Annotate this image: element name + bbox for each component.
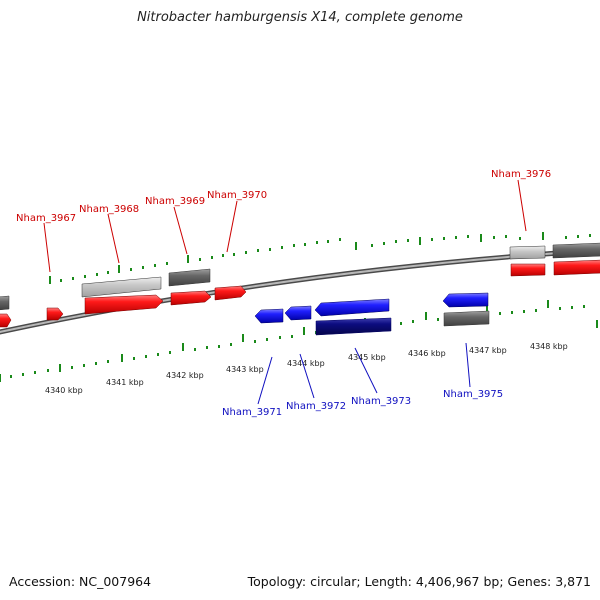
tick-label: 4348 kbp — [530, 342, 568, 351]
gene-arrow-forward[interactable] — [170, 290, 212, 306]
gene-label-reverse[interactable]: Nham_3971 — [222, 407, 282, 418]
feature-bar-dark[interactable] — [168, 268, 211, 287]
gene-arrow-forward[interactable] — [553, 259, 600, 276]
gene-arrow-reverse[interactable] — [284, 305, 312, 321]
gene-arrow-forward[interactable] — [46, 307, 64, 321]
tick-label: 4346 kbp — [408, 349, 446, 358]
feature-bar-dark[interactable] — [443, 310, 490, 327]
tick-label: 4341 kbp — [106, 378, 144, 387]
map-title: Nitrobacter hamburgensis X14, complete g… — [137, 10, 463, 25]
gene-arrow-forward[interactable] — [510, 263, 546, 277]
genome-summary-text: Topology: circular; Length: 4,406,967 bp… — [247, 574, 591, 589]
forward-tick-track — [49, 232, 591, 284]
accession-text: Accession: NC_007964 — [9, 574, 152, 589]
tick-label: 4347 kbp — [469, 346, 507, 355]
reverse-gene-labels: Nham_3971 Nham_3972 Nham_3973 Nham_3975 — [222, 342, 503, 418]
gene-label-forward[interactable]: Nham_3970 — [207, 190, 267, 201]
gene-label-reverse[interactable]: Nham_3972 — [286, 401, 346, 412]
forward-gene-labels: Nham_3967 Nham_3968 Nham_3969 Nham_3970 … — [16, 169, 551, 273]
gene-arrow-forward[interactable] — [0, 313, 12, 328]
gene-label-forward[interactable]: Nham_3967 — [16, 213, 76, 224]
tick-label: 4342 kbp — [166, 371, 204, 380]
kbp-axis-labels: 4340 kbp 4341 kbp 4342 kbp 4343 kbp 4344… — [45, 342, 568, 395]
forward-genes — [0, 259, 600, 328]
gene-label-forward[interactable]: Nham_3968 — [79, 204, 139, 215]
gene-arrow-reverse[interactable] — [442, 292, 489, 308]
reverse-genes — [254, 292, 489, 336]
gene-label-forward[interactable]: Nham_3969 — [145, 196, 205, 207]
tick-label: 4340 kbp — [45, 386, 83, 395]
gene-arrow-reverse[interactable] — [254, 308, 284, 324]
feature-bar-light[interactable] — [509, 245, 546, 260]
gene-label-reverse[interactable]: Nham_3973 — [351, 396, 411, 407]
feature-bar-dark[interactable] — [0, 295, 10, 311]
gene-label-forward[interactable]: Nham_3976 — [491, 169, 551, 180]
feature-bar-dark[interactable] — [552, 242, 600, 259]
grey-features — [0, 242, 600, 327]
gene-arrow-forward[interactable] — [84, 294, 164, 315]
feature-bar-light[interactable] — [81, 276, 162, 298]
tick-label: 4344 kbp — [287, 359, 325, 368]
gene-arrow-forward[interactable] — [214, 285, 247, 301]
gene-arrow-reverse[interactable] — [314, 298, 390, 317]
gene-bar-reverse[interactable] — [315, 317, 392, 336]
gene-label-reverse[interactable]: Nham_3975 — [443, 389, 503, 400]
tick-label: 4345 kbp — [348, 353, 386, 362]
tick-label: 4343 kbp — [226, 365, 264, 374]
